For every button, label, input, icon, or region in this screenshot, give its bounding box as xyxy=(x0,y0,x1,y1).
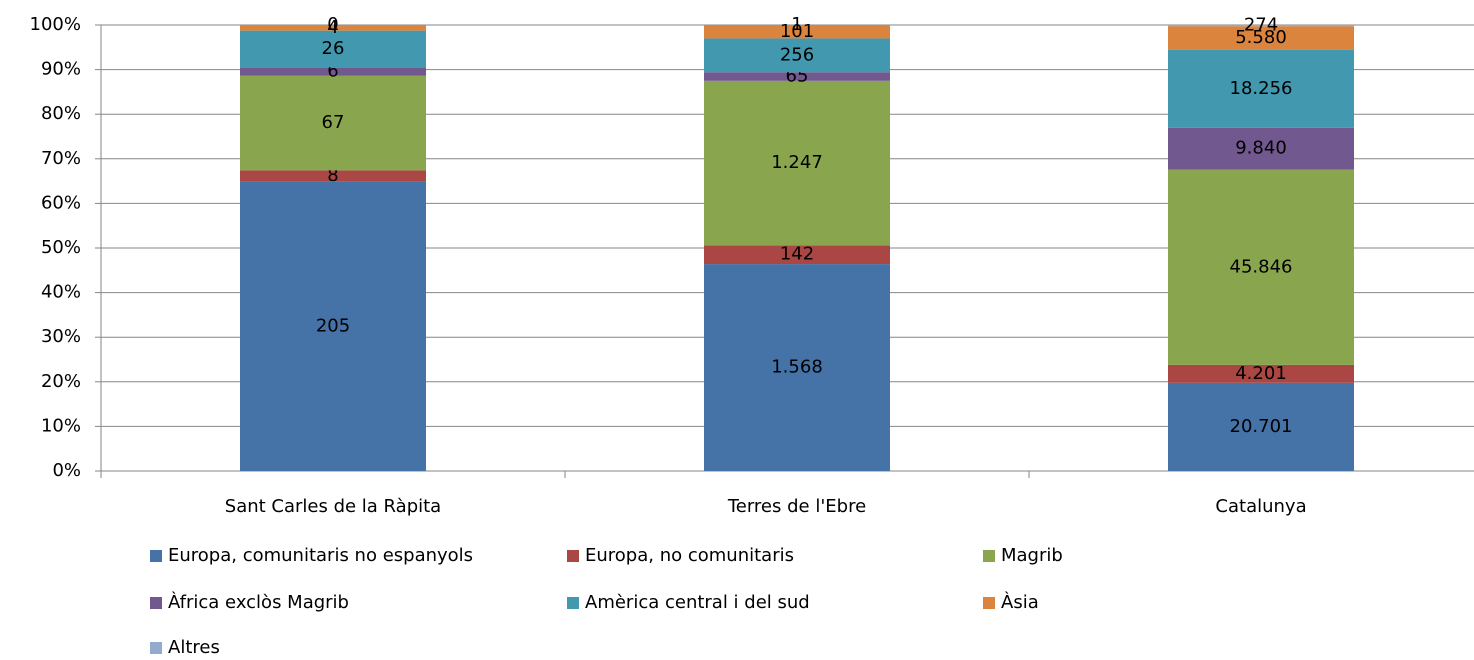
legend-label: Àsia xyxy=(1001,591,1039,613)
x-tick-label: Terres de l'Ebre xyxy=(727,496,866,517)
legend-label: Europa, comunitaris no espanyols xyxy=(168,545,473,566)
data-label: 4.201 xyxy=(1235,363,1287,384)
x-tick-label: Catalunya xyxy=(1215,496,1306,517)
data-label: 45.846 xyxy=(1230,256,1293,277)
y-tick-label: 0% xyxy=(52,460,81,481)
data-label: 1.568 xyxy=(771,357,823,378)
x-tick-label: Sant Carles de la Ràpita xyxy=(225,496,441,517)
legend-swatch xyxy=(567,550,579,562)
legend-swatch xyxy=(150,642,162,654)
y-tick-label: 50% xyxy=(41,237,81,258)
y-tick-label: 60% xyxy=(41,192,81,213)
data-label: 205 xyxy=(316,315,350,336)
legend-swatch xyxy=(150,550,162,562)
y-tick-label: 10% xyxy=(41,415,81,436)
legend-label: Amèrica central i del sud xyxy=(585,592,810,613)
legend-swatch xyxy=(983,550,995,562)
data-label: 26 xyxy=(322,38,345,59)
data-label: 1 xyxy=(791,14,802,35)
legend-swatch xyxy=(150,597,162,609)
y-tick-label: 80% xyxy=(41,103,81,124)
legend-swatch xyxy=(983,597,995,609)
data-label: 1.247 xyxy=(771,152,823,173)
data-label: 274 xyxy=(1244,15,1278,36)
y-tick-label: 100% xyxy=(30,14,81,35)
data-label: 9.840 xyxy=(1235,138,1287,159)
data-label: 256 xyxy=(780,44,814,65)
y-tick-label: 30% xyxy=(41,326,81,347)
legend-swatch xyxy=(567,597,579,609)
data-label: 142 xyxy=(780,244,814,265)
y-tick-label: 40% xyxy=(41,282,81,303)
legend-label: Altres xyxy=(168,637,220,656)
y-tick-label: 90% xyxy=(41,59,81,80)
legend-label: Europa, no comunitaris xyxy=(585,545,794,566)
y-tick-label: 70% xyxy=(41,148,81,169)
legend-label: Magrib xyxy=(1001,545,1063,566)
legend-label: Àfrica exclòs Magrib xyxy=(168,591,349,613)
data-label: 18.256 xyxy=(1230,78,1293,99)
data-label: 67 xyxy=(322,112,345,133)
data-label: 20.701 xyxy=(1230,416,1293,437)
y-tick-label: 20% xyxy=(41,371,81,392)
data-label: 0 xyxy=(327,14,338,35)
